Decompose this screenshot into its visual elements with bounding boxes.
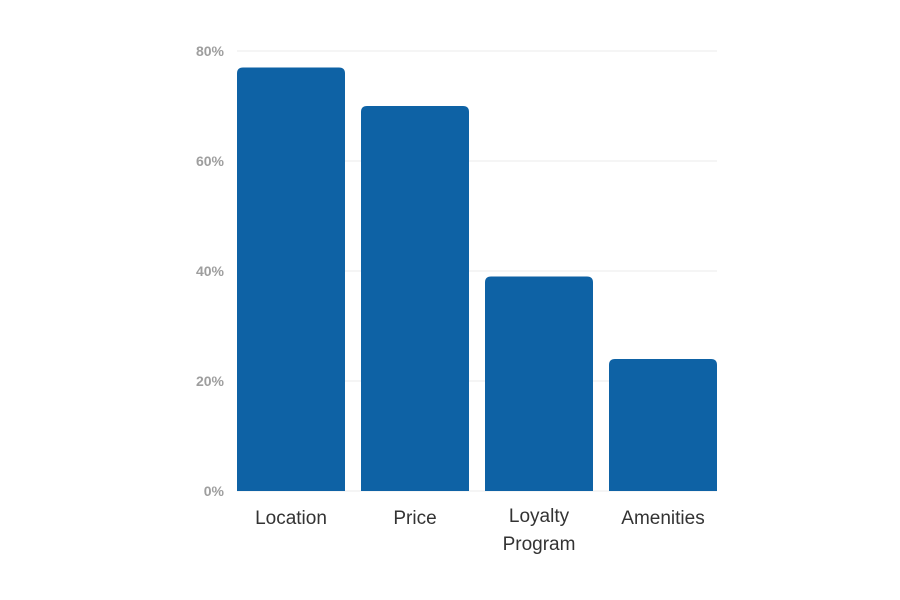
bar-loyalty-program: [485, 276, 593, 491]
x-category-label: Location: [255, 508, 327, 529]
bar-location: [237, 67, 345, 491]
y-tick-label: 60%: [196, 153, 225, 169]
bar-amenities: [609, 359, 717, 491]
bar-price: [361, 106, 469, 491]
x-category-label: Price: [393, 508, 436, 529]
y-tick-label: 80%: [196, 43, 225, 59]
y-tick-label: 20%: [196, 373, 225, 389]
y-tick-label: 40%: [196, 263, 225, 279]
x-category-label: Program: [503, 534, 576, 555]
x-category-label: Loyalty: [509, 506, 570, 527]
y-tick-label: 0%: [204, 483, 225, 499]
x-category-label: Amenities: [621, 508, 704, 529]
